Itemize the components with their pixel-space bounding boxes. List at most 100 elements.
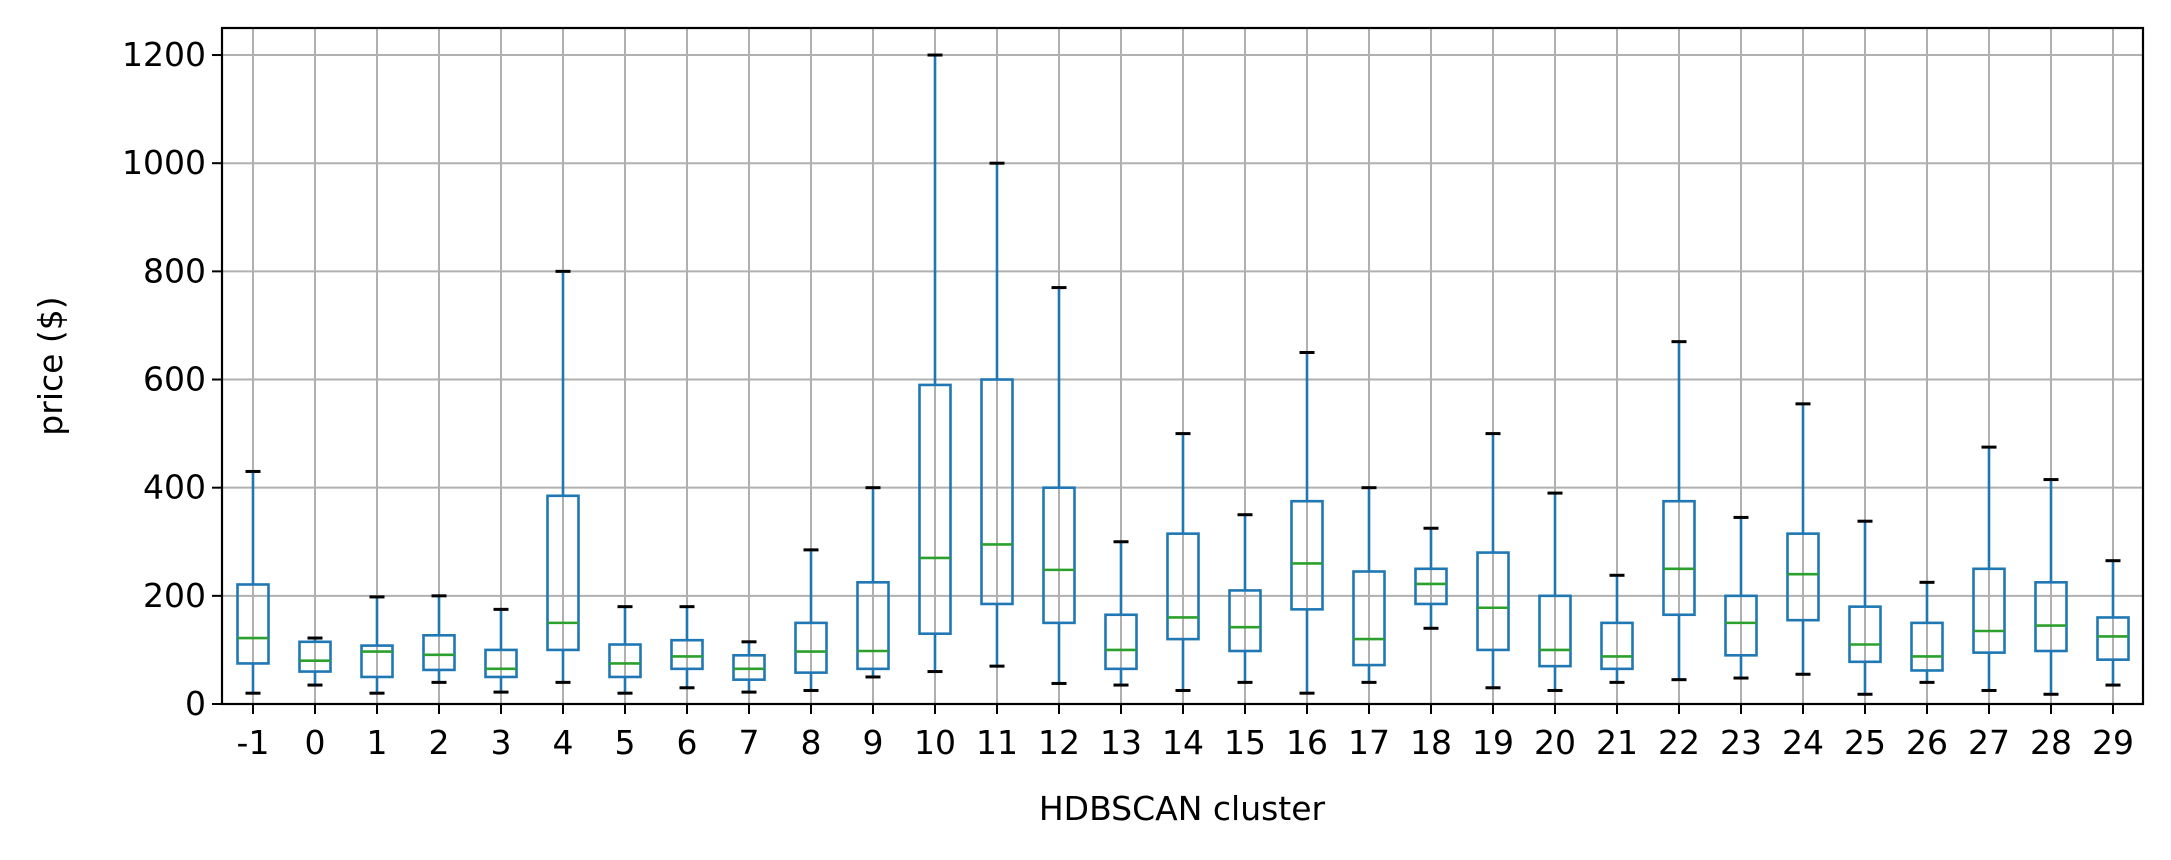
iqr-box [1724, 594, 1758, 657]
x-tick-label: 1 [367, 723, 388, 762]
box-cluster-23 [1724, 515, 1758, 680]
iqr-box [1662, 499, 1696, 617]
x-tick-label: 12 [1038, 723, 1080, 762]
iqr-box [546, 494, 580, 652]
x-tick-label: 18 [1410, 723, 1452, 762]
box-cluster-24 [1786, 402, 1820, 676]
iqr-box [484, 648, 518, 679]
iqr-box [2034, 581, 2068, 653]
box-cluster-7 [732, 640, 766, 694]
box-cluster-12 [1042, 286, 1076, 685]
iqr-box [1414, 567, 1448, 606]
x-tick-label: 3 [491, 723, 512, 762]
iqr-box [1290, 499, 1324, 611]
x-tick-label: 16 [1286, 723, 1328, 762]
x-tick-label: 13 [1100, 723, 1142, 762]
iqr-box [794, 621, 828, 674]
iqr-box [980, 378, 1014, 606]
x-tick-label: 24 [1782, 723, 1824, 762]
y-tick-label: 0 [185, 684, 206, 723]
box-cluster-28 [2034, 478, 2068, 696]
x-tick-label: 14 [1162, 723, 1204, 762]
box-cluster-15 [1228, 513, 1262, 684]
iqr-box [1600, 621, 1634, 671]
y-tick-label: 600 [143, 360, 206, 399]
box-cluster-9 [856, 486, 890, 679]
x-tick-label: 27 [1968, 723, 2010, 762]
x-tick-label: 29 [2092, 723, 2134, 762]
box-cluster-27 [1972, 445, 2006, 692]
x-tick-label: 17 [1348, 723, 1390, 762]
iqr-box [1848, 605, 1882, 664]
box-cluster-20 [1538, 491, 1572, 692]
box-cluster-0 [298, 636, 332, 687]
x-tick-label: 21 [1596, 723, 1638, 762]
y-tick-label: 1200 [122, 35, 206, 74]
box-cluster-16 [1290, 350, 1324, 695]
iqr-box [1972, 567, 2006, 654]
box-cluster-25 [1848, 519, 1882, 696]
iqr-box [856, 581, 890, 671]
x-tick-label: 7 [739, 723, 760, 762]
x-tick-label: 28 [2030, 723, 2072, 762]
iqr-box [1786, 532, 1820, 622]
box-cluster-26 [1910, 580, 1944, 684]
x-tick-label: 23 [1720, 723, 1762, 762]
x-axis-label: HDBSCAN cluster [1039, 789, 1326, 828]
iqr-box [918, 383, 952, 635]
iqr-box [2096, 616, 2130, 661]
iqr-box [360, 644, 394, 679]
x-tick-label: 10 [914, 723, 956, 762]
iqr-box [298, 640, 332, 673]
iqr-box [236, 583, 270, 665]
x-tick-label: 6 [677, 723, 698, 762]
x-tick-label: 20 [1534, 723, 1576, 762]
box-cluster-22 [1662, 340, 1696, 682]
box-cluster-3 [484, 607, 518, 694]
iqr-box [1352, 570, 1386, 667]
iqr-box [1476, 551, 1510, 652]
box-cluster-5 [608, 605, 642, 695]
iqr-box [422, 634, 456, 672]
x-tick-label: 0 [305, 723, 326, 762]
x-tick-label: 15 [1224, 723, 1266, 762]
x-tick-label: 8 [801, 723, 822, 762]
y-tick-label: 400 [143, 468, 206, 507]
x-tick-label: 9 [863, 723, 884, 762]
box-cluster-14 [1166, 432, 1200, 692]
box-cluster-2 [422, 594, 456, 684]
iqr-box [1228, 589, 1262, 653]
iqr-box [1042, 486, 1076, 625]
x-axis-ticks: -1 0 1 2 3 4 5 6 7 8 9 10 11 12 13 14 15 16 17 18 19 20 21 22 23… [237, 704, 2134, 762]
x-tick-label: 5 [615, 723, 636, 762]
x-tick-label: 25 [1844, 723, 1886, 762]
x-tick-label: 22 [1658, 723, 1700, 762]
box-cluster-17 [1352, 486, 1386, 684]
y-axis-label: price ($) [31, 296, 70, 435]
box-cluster-10 [918, 53, 952, 674]
box-cluster-13 [1104, 540, 1138, 687]
box-cluster-4 [546, 269, 580, 684]
box-cluster-1 [360, 595, 394, 695]
y-tick-label: 200 [143, 576, 206, 615]
iqr-box [732, 654, 766, 681]
box-plot-series [236, 53, 2130, 696]
iqr-box [670, 638, 704, 671]
iqr-box [1166, 532, 1200, 641]
x-tick-label: 19 [1472, 723, 1514, 762]
box-cluster-19 [1476, 432, 1510, 690]
iqr-box [1104, 613, 1138, 671]
x-tick-label: 11 [976, 723, 1018, 762]
x-tick-label: 26 [1906, 723, 1948, 762]
y-tick-label: 800 [143, 251, 206, 290]
x-tick-label: -1 [237, 723, 270, 762]
box-cluster-29 [2096, 559, 2130, 687]
y-axis-ticks: 0 200 400 600 800 1000 1200 [122, 35, 222, 723]
box-cluster-11 [980, 161, 1014, 668]
box-cluster-21 [1600, 573, 1634, 684]
iqr-box [608, 643, 642, 679]
box-cluster-18 [1414, 526, 1448, 630]
iqr-box [1910, 621, 1944, 672]
y-tick-label: 1000 [122, 143, 206, 182]
